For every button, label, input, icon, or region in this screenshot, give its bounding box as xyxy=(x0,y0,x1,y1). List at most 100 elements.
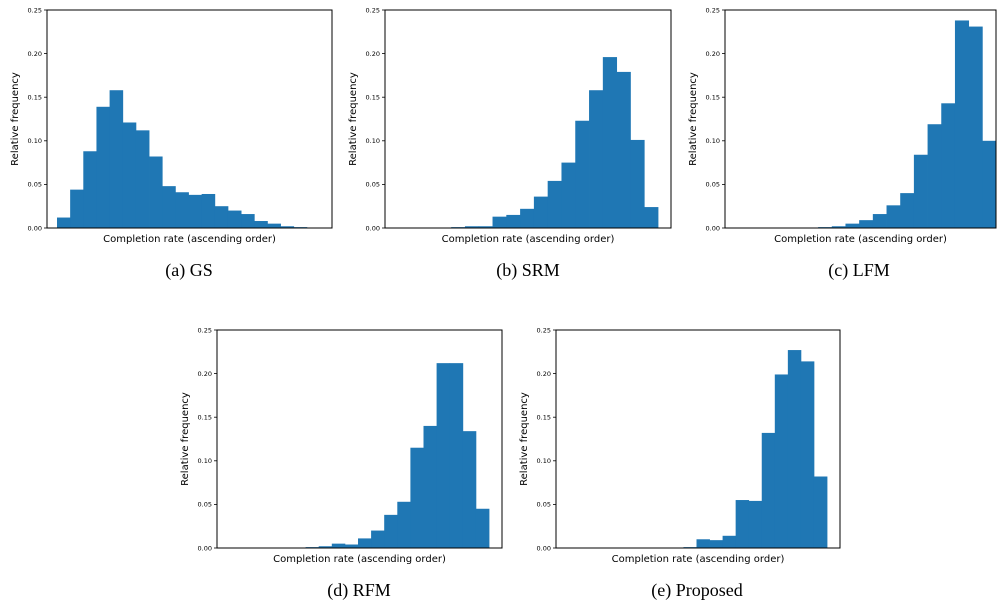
panel-caption: (d) RFM xyxy=(327,580,391,601)
bar xyxy=(70,189,84,228)
bar xyxy=(561,162,576,228)
bar xyxy=(616,71,631,228)
y-axis-label: Relative frequency xyxy=(10,72,21,166)
y-tick-label: 0.25 xyxy=(537,326,551,334)
bar xyxy=(162,186,176,228)
y-tick-label: 0.25 xyxy=(366,6,380,14)
bar xyxy=(464,226,480,228)
x-axis-label: Completion rate (ascending order) xyxy=(273,554,446,565)
bar xyxy=(122,122,137,228)
bar xyxy=(410,447,424,548)
x-axis-label: Completion rate (ascending order) xyxy=(442,234,615,245)
y-tick-label: 0.00 xyxy=(366,224,380,232)
bar xyxy=(735,500,750,548)
panel-caption: (b) SRM xyxy=(496,260,560,281)
bar xyxy=(201,193,216,228)
y-tick-label: 0.00 xyxy=(537,544,551,552)
bar xyxy=(436,363,451,548)
bar xyxy=(227,210,242,228)
panel-caption: (a) GS xyxy=(165,260,213,281)
y-tick-label: 0.15 xyxy=(366,94,380,102)
bar xyxy=(109,90,124,228)
y-tick-label: 0.25 xyxy=(198,326,212,334)
bar xyxy=(872,214,887,228)
x-axis-label: Completion rate (ascending order) xyxy=(103,234,276,245)
y-tick-label: 0.20 xyxy=(537,370,551,378)
bar xyxy=(96,106,110,228)
bar xyxy=(214,206,229,228)
plot-frame xyxy=(724,9,997,229)
bar xyxy=(384,514,398,548)
bar xyxy=(954,20,970,229)
bar xyxy=(397,501,411,548)
bar xyxy=(57,217,71,228)
plot-frame xyxy=(555,329,841,549)
bar xyxy=(761,432,776,548)
bar xyxy=(135,130,150,228)
y-tick-label: 0.10 xyxy=(366,137,380,145)
panel-caption: (c) LFM xyxy=(828,260,890,281)
y-axis-label: Relative frequency xyxy=(348,72,359,166)
y-tick-label: 0.20 xyxy=(198,370,212,378)
bar xyxy=(371,530,385,548)
bar xyxy=(982,140,997,228)
bar xyxy=(886,205,901,228)
bar xyxy=(787,350,802,548)
y-tick-label: 0.15 xyxy=(537,414,551,422)
bar xyxy=(547,180,562,228)
y-tick-label: 0.15 xyxy=(28,94,42,102)
y-tick-label: 0.05 xyxy=(537,501,551,509)
bar xyxy=(696,539,710,548)
bar xyxy=(800,361,815,548)
bar xyxy=(859,220,874,228)
bar xyxy=(344,544,359,548)
y-axis-label: Relative frequency xyxy=(688,72,699,166)
bar xyxy=(644,207,659,228)
y-tick-label: 0.20 xyxy=(706,50,720,58)
chart-panel-3: 0.00 0.05 0.10 0.15 0.20 0.25 Completion rate … xyxy=(688,6,997,281)
bar xyxy=(941,103,956,228)
y-tick-label: 0.10 xyxy=(537,457,551,465)
bar xyxy=(722,535,737,548)
bar xyxy=(927,124,942,228)
bar xyxy=(900,193,915,228)
y-tick-label: 0.10 xyxy=(706,137,720,145)
y-tick-label: 0.00 xyxy=(28,224,42,232)
bar xyxy=(520,208,535,228)
y-tick-label: 0.15 xyxy=(706,94,720,102)
y-tick-label: 0.10 xyxy=(28,137,42,145)
y-tick-label: 0.00 xyxy=(706,224,720,232)
chart-panel-4: 0.00 0.05 0.10 0.15 0.20 0.25 Completion rate … xyxy=(180,326,503,601)
bar xyxy=(575,120,590,228)
bar xyxy=(845,223,860,228)
bar xyxy=(462,431,477,548)
y-tick-label: 0.05 xyxy=(28,181,42,189)
bar xyxy=(83,151,97,228)
y-tick-label: 0.05 xyxy=(706,181,720,189)
bar xyxy=(267,223,281,228)
y-tick-label: 0.05 xyxy=(198,501,212,509)
bar xyxy=(589,90,604,228)
bar xyxy=(241,214,255,228)
bar xyxy=(254,221,268,228)
chart-panel-5: 0.00 0.05 0.10 0.15 0.20 0.25 Completion rate … xyxy=(519,326,841,601)
y-tick-label: 0.20 xyxy=(366,50,380,58)
y-tick-label: 0.10 xyxy=(198,457,212,465)
y-tick-label: 0.25 xyxy=(28,6,42,14)
plot-frame xyxy=(216,329,503,549)
y-axis-label: Relative frequency xyxy=(180,392,191,486)
bar xyxy=(492,216,507,228)
bar xyxy=(331,543,346,548)
plot-frame xyxy=(46,9,333,229)
bar xyxy=(533,196,549,228)
y-axis-label: Relative frequency xyxy=(519,392,530,486)
panel-caption: (e) Proposed xyxy=(651,580,742,601)
bar xyxy=(318,546,333,548)
bar xyxy=(913,154,928,228)
bar xyxy=(449,363,464,548)
bar xyxy=(813,476,828,548)
y-tick-label: 0.15 xyxy=(198,414,212,422)
chart-panel-2: 0.00 0.05 0.10 0.15 0.20 0.25 Completion rate … xyxy=(348,6,672,281)
bar xyxy=(831,226,846,228)
